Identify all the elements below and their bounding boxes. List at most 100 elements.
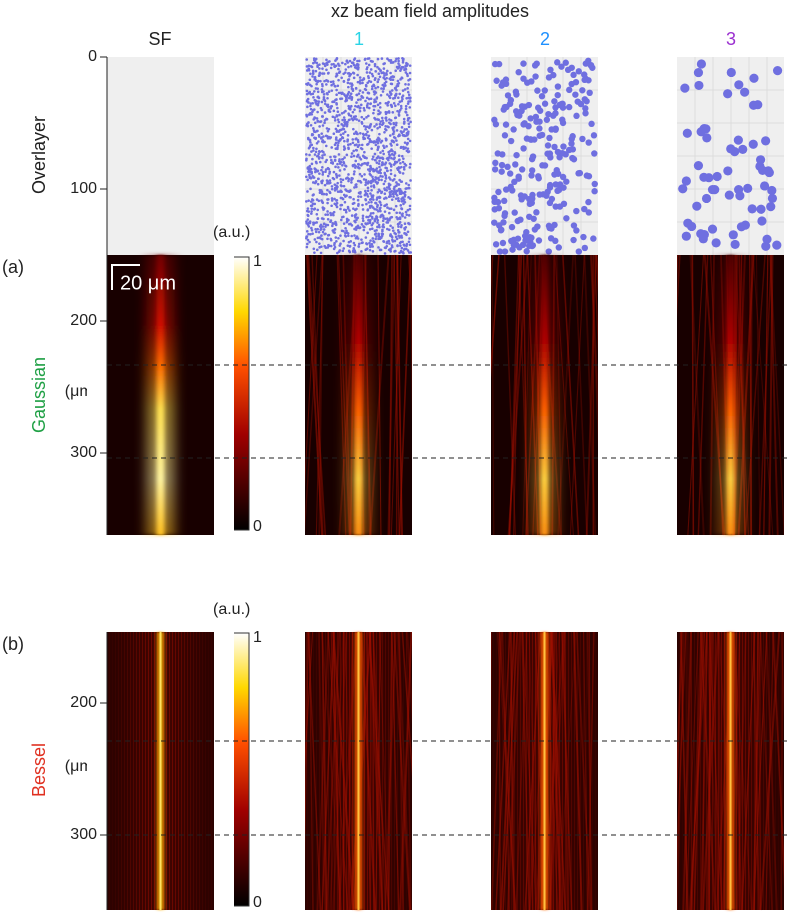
particle xyxy=(334,223,338,227)
particle xyxy=(407,130,410,133)
speckle-streak xyxy=(303,254,323,536)
particle xyxy=(409,251,412,254)
particle xyxy=(395,129,399,132)
particle xyxy=(372,111,375,115)
particle xyxy=(558,63,565,70)
particle xyxy=(378,200,381,203)
particle xyxy=(330,199,334,202)
bessel-ring xyxy=(132,632,135,910)
beam-core xyxy=(540,255,549,535)
particle xyxy=(315,212,319,216)
particle xyxy=(554,91,561,99)
particle xyxy=(386,125,389,128)
particle xyxy=(748,100,759,110)
speckle-streak xyxy=(316,631,330,911)
particle xyxy=(316,95,320,99)
particle xyxy=(491,60,499,68)
particle xyxy=(345,217,349,221)
particle xyxy=(335,130,339,133)
particle xyxy=(358,156,361,159)
particle xyxy=(335,187,338,191)
bessel-ring xyxy=(762,632,765,910)
particle xyxy=(356,237,360,240)
particle xyxy=(354,159,358,163)
bessel-ring xyxy=(174,632,177,910)
particle xyxy=(310,162,314,166)
particle xyxy=(383,188,387,192)
particle xyxy=(398,211,402,215)
particle xyxy=(375,198,379,201)
particle xyxy=(307,64,311,68)
particle xyxy=(334,220,337,224)
particle xyxy=(408,139,412,143)
particle xyxy=(401,97,404,101)
particle xyxy=(367,134,371,138)
particle xyxy=(370,140,374,144)
particle xyxy=(327,90,331,94)
particle xyxy=(390,189,394,193)
particle xyxy=(320,168,323,172)
particle xyxy=(324,170,327,174)
particle xyxy=(406,86,409,90)
particle xyxy=(538,93,546,100)
speckle-streak xyxy=(329,631,345,911)
particle xyxy=(382,239,385,243)
particle xyxy=(400,207,404,211)
particle xyxy=(348,195,351,199)
particle xyxy=(308,153,311,157)
particle xyxy=(401,61,405,64)
particle xyxy=(379,120,382,123)
speckle-streak xyxy=(501,631,511,911)
particle xyxy=(346,134,350,137)
particle xyxy=(352,72,356,75)
particle xyxy=(712,171,722,182)
particle xyxy=(404,110,407,114)
particle xyxy=(343,168,346,171)
particle xyxy=(491,194,498,202)
panel-label: (b) xyxy=(2,634,24,654)
particle xyxy=(340,158,344,161)
particle xyxy=(403,228,407,231)
particle xyxy=(333,85,337,88)
particle xyxy=(402,202,405,206)
particle xyxy=(406,230,410,234)
particle xyxy=(345,220,349,224)
particle xyxy=(347,85,350,89)
particle xyxy=(528,172,535,179)
particle xyxy=(400,65,404,69)
bessel-ring xyxy=(108,632,111,910)
particle xyxy=(305,200,308,203)
particle xyxy=(365,104,369,107)
particle xyxy=(376,205,379,209)
particle xyxy=(498,82,505,89)
particle xyxy=(366,186,370,190)
particle xyxy=(356,198,360,202)
particle xyxy=(401,57,404,60)
particle xyxy=(733,135,743,145)
particle xyxy=(400,154,404,158)
particle xyxy=(354,216,357,219)
speckle-streak xyxy=(405,631,412,911)
particle xyxy=(364,127,367,131)
particle xyxy=(313,121,317,125)
particle xyxy=(393,151,397,154)
particle xyxy=(391,139,395,143)
particle xyxy=(399,249,403,253)
particle xyxy=(305,175,308,179)
particle xyxy=(377,72,381,76)
particle xyxy=(305,245,309,249)
particle xyxy=(405,63,409,66)
particle xyxy=(368,169,372,173)
particle xyxy=(391,179,395,182)
particle xyxy=(332,109,336,113)
particle xyxy=(381,90,385,93)
particle xyxy=(402,248,406,251)
particle xyxy=(318,246,321,249)
particle xyxy=(560,143,567,150)
particle xyxy=(554,59,561,66)
particle xyxy=(762,234,772,244)
particle xyxy=(330,197,334,200)
particle xyxy=(324,144,328,148)
particle xyxy=(363,173,366,176)
